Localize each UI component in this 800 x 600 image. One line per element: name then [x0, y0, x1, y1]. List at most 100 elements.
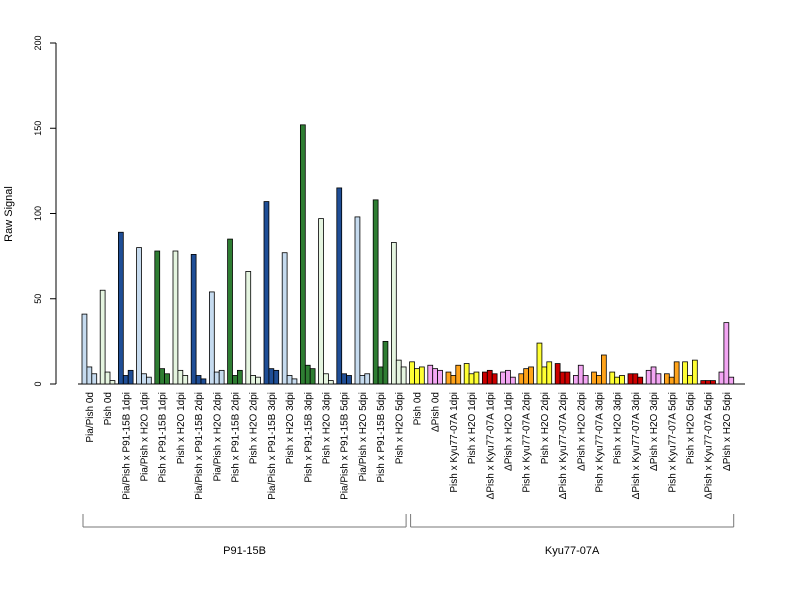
bar — [445, 371, 452, 385]
bar — [213, 371, 220, 385]
bar — [268, 368, 275, 385]
bar — [409, 361, 415, 385]
x-tick-label: Pish x Kyu77-07A 2dpi — [522, 392, 533, 493]
x-tick-label: Pish 0d — [412, 392, 423, 425]
bar — [382, 340, 389, 385]
bar — [218, 369, 225, 385]
x-tick-label: ΔPish x H2O 3dpi — [649, 392, 660, 471]
bar — [91, 373, 98, 385]
bar — [309, 368, 316, 385]
bar — [655, 373, 662, 385]
bar — [177, 369, 184, 385]
bar — [250, 375, 256, 385]
bar — [481, 371, 488, 385]
bar — [437, 369, 443, 385]
bar — [141, 373, 147, 385]
bar — [377, 366, 384, 385]
bar — [232, 375, 238, 385]
bar — [390, 242, 397, 385]
bar — [609, 371, 616, 385]
bar — [227, 238, 233, 385]
bar — [159, 368, 165, 385]
x-tick-label: Pish x P91-15B 3dpi — [303, 392, 314, 483]
x-tick-label: ΔPish x Kyu77-07A 2dpi — [558, 392, 569, 499]
bar — [281, 252, 288, 385]
x-tick-label: ΔPish x Kyu77-07A 5dpi — [704, 392, 715, 499]
bar — [637, 376, 644, 385]
bar — [645, 369, 652, 385]
x-tick-label: Pish x H2O 5dpi — [685, 392, 696, 464]
bar — [554, 363, 561, 385]
x-tick-label: Pia/Pish x P91-15B 5dpi — [340, 392, 351, 500]
bar — [705, 380, 712, 385]
x-tick-label: Pish x H2O 3dpi — [321, 392, 332, 464]
y-tick-label: 0 — [33, 381, 43, 386]
y-tick-label: 200 — [33, 35, 43, 50]
bar — [619, 375, 625, 385]
bar — [546, 361, 553, 385]
bar — [432, 368, 439, 385]
bar — [86, 366, 93, 385]
bar — [104, 371, 111, 385]
x-tick-label: Pish x H2O 3dpi — [285, 392, 296, 464]
bar — [518, 373, 525, 385]
bar — [286, 375, 293, 385]
y-axis-label: Raw Signal — [3, 186, 15, 242]
bar — [164, 373, 170, 385]
bar — [327, 380, 334, 385]
bar — [255, 376, 261, 385]
bar — [372, 199, 379, 385]
bar — [509, 376, 516, 385]
x-tick-label: Pia/Pish x H2O 1dpi — [139, 392, 150, 482]
bar — [582, 375, 589, 385]
x-tick-label: ΔPish x H2O 5dpi — [722, 392, 733, 471]
bar — [364, 373, 371, 385]
bar — [190, 254, 197, 385]
bar — [418, 366, 425, 385]
bar — [208, 291, 215, 385]
bar — [145, 376, 152, 385]
bar — [573, 375, 579, 385]
x-tick-label: Pish x P91-15B 2dpi — [230, 392, 241, 483]
x-tick-label: Pia/Pish x P91-15B 2dpi — [194, 392, 205, 500]
bar — [273, 369, 280, 385]
bar — [182, 375, 189, 385]
bar — [109, 380, 116, 385]
bar — [627, 373, 634, 385]
x-tick-label: Pish x Kyu77-07A 5dpi — [667, 392, 678, 493]
bar — [718, 371, 725, 385]
bar — [505, 369, 511, 385]
bar — [528, 366, 534, 385]
bar — [245, 271, 252, 385]
bar — [299, 124, 306, 385]
y-axis: 0 50 100 150 200 — [33, 35, 57, 387]
group-label: P91-15B — [223, 545, 266, 557]
bar — [723, 322, 730, 385]
bar — [346, 375, 352, 385]
bars — [81, 124, 735, 385]
y-tick-label: 150 — [33, 121, 43, 136]
bar — [673, 361, 680, 385]
bar — [450, 375, 457, 385]
bar — [263, 201, 270, 385]
bar — [650, 366, 657, 385]
bar — [427, 364, 434, 385]
bar — [291, 378, 298, 385]
bar — [336, 187, 343, 385]
bar — [692, 359, 698, 385]
x-tick-label: Pish x H2O 2dpi — [249, 392, 260, 464]
bar — [687, 375, 693, 385]
bar — [172, 250, 179, 385]
bar — [200, 378, 207, 385]
bar — [564, 371, 571, 385]
bar — [559, 371, 566, 385]
x-tick-label: ΔPish x Kyu77-07A 3dpi — [631, 392, 642, 499]
x-tick-label: Pish 0d — [103, 392, 114, 425]
bar — [536, 342, 543, 385]
x-tick-label: ΔPish x H2O 1dpi — [503, 392, 514, 471]
x-tick-label: Pish x Kyu77-07A 1dpi — [449, 392, 460, 493]
bar — [541, 366, 548, 385]
bar — [710, 380, 716, 385]
bar — [682, 361, 688, 385]
